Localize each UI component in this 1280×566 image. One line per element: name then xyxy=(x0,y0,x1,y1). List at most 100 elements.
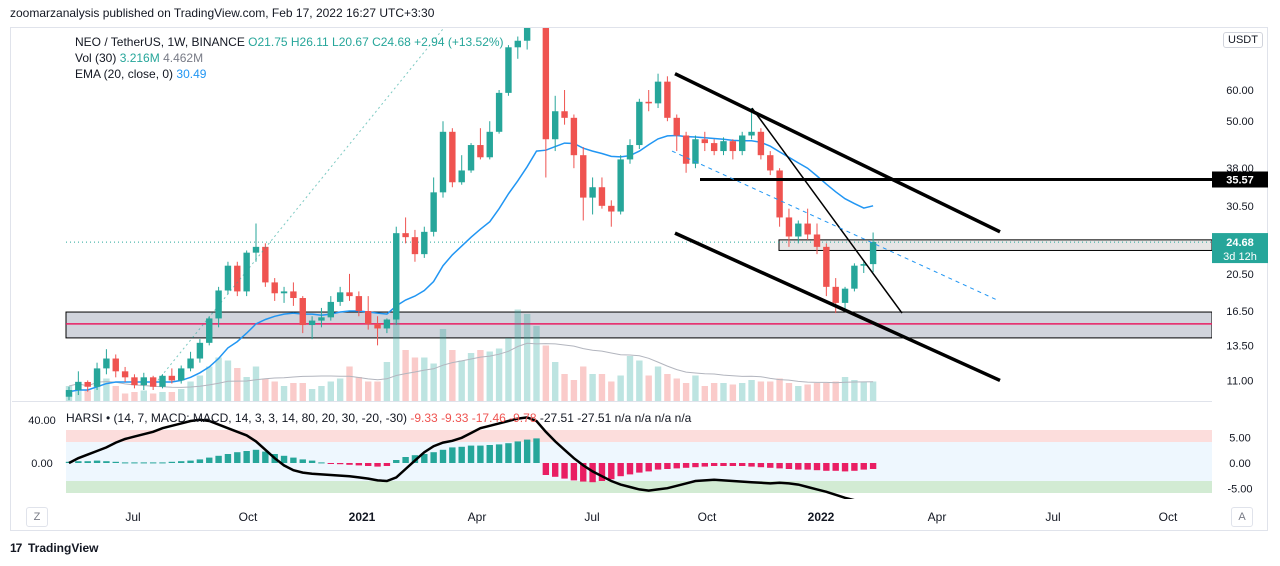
volume-bar xyxy=(243,377,250,401)
volume-bar xyxy=(514,309,521,401)
candle-body xyxy=(449,131,456,183)
resistance-zone xyxy=(778,239,1212,251)
candle xyxy=(514,36,521,59)
candle-body xyxy=(748,131,755,136)
harsi-bar xyxy=(533,438,540,463)
volume-bar xyxy=(869,381,877,401)
harsi-bar xyxy=(757,463,765,468)
candle-body xyxy=(336,292,344,302)
auto-scale-button[interactable]: A xyxy=(1231,507,1253,527)
candle-body xyxy=(804,223,811,235)
tradingview-footer[interactable]: 17 TradingView xyxy=(10,541,98,555)
candle xyxy=(271,278,278,301)
candle-body xyxy=(505,47,512,93)
harsi-bar xyxy=(617,463,624,477)
candle xyxy=(121,366,129,382)
candle xyxy=(767,151,774,176)
candle-body xyxy=(673,117,680,136)
volume-bar xyxy=(748,380,755,401)
candle-body xyxy=(720,141,727,152)
candle-body xyxy=(365,311,372,324)
candle xyxy=(598,177,606,209)
harsi-bar xyxy=(486,445,493,463)
candle-body xyxy=(692,139,699,164)
currency-button[interactable]: USDT xyxy=(1223,32,1263,48)
volume-bar xyxy=(318,386,325,401)
candle-body xyxy=(645,101,652,104)
harsi-bar xyxy=(495,444,503,463)
candle xyxy=(645,90,652,112)
harsi-bar xyxy=(243,451,250,463)
volume-ma-line xyxy=(68,342,874,388)
candle-body xyxy=(290,291,297,299)
harsi-tick-label: 0.00 xyxy=(1229,458,1250,470)
candle-body xyxy=(589,187,596,198)
price-tick-label: 50.00 xyxy=(1226,116,1254,128)
price-badge xyxy=(1212,233,1268,264)
harsi-bar xyxy=(458,446,465,463)
symbol-label[interactable]: NEO / TetherUS, 1W, BINANCE xyxy=(75,35,245,49)
candle-body xyxy=(308,320,316,326)
candle xyxy=(617,155,624,215)
candle-body xyxy=(626,145,634,160)
candle xyxy=(421,226,428,258)
candle xyxy=(178,365,185,384)
candle xyxy=(393,226,400,326)
channel-lower-line xyxy=(674,231,1001,383)
harsi-bar xyxy=(673,463,680,469)
volume-bar xyxy=(458,360,465,401)
candle-body xyxy=(159,375,166,387)
time-tick-label: Jul xyxy=(584,510,599,524)
log-scale-button-left[interactable]: Z xyxy=(26,507,48,527)
volume-value: 3.216M xyxy=(119,51,160,65)
candle xyxy=(103,349,110,375)
harsi-label[interactable]: HARSI • (14, 7, MACD: MACD, 14, 3, 3, 14… xyxy=(66,411,408,425)
harsi-value-4: -9.78 xyxy=(509,411,537,425)
harsi-bar xyxy=(393,460,400,463)
volume-bar xyxy=(280,386,288,401)
harsi-bar xyxy=(860,463,867,470)
volume-bar xyxy=(701,386,708,401)
volume-bar xyxy=(449,350,456,401)
volume-bar xyxy=(598,374,606,401)
candle xyxy=(776,168,783,227)
chart-frame xyxy=(10,27,1268,531)
harsi-bar xyxy=(196,459,204,463)
candle xyxy=(804,208,811,240)
volume-bar xyxy=(327,381,334,401)
candle-body xyxy=(178,368,185,381)
candle-body xyxy=(832,286,839,303)
candle-body xyxy=(252,246,260,253)
harsi-bar xyxy=(664,463,671,469)
candle-body xyxy=(93,368,101,387)
candle xyxy=(860,261,867,274)
candle xyxy=(299,296,306,334)
candle-body xyxy=(262,246,269,283)
overbought-band xyxy=(66,430,1212,442)
candle xyxy=(402,217,409,244)
ema-label[interactable]: EMA (20, close, 0) xyxy=(75,67,174,81)
harsi-value-2: -9.33 xyxy=(441,411,469,425)
volume-label[interactable]: Vol (30) xyxy=(75,51,117,65)
harsi-bar xyxy=(383,463,391,466)
candle xyxy=(365,296,372,330)
candle xyxy=(841,286,849,311)
volume-bar xyxy=(112,386,119,401)
harsi-bar xyxy=(477,445,484,463)
candle xyxy=(234,261,241,297)
volume-bar xyxy=(393,317,400,401)
oversold-band xyxy=(66,481,1212,493)
candle xyxy=(739,131,746,156)
volume-bar xyxy=(495,348,503,401)
time-tick-label: Oct xyxy=(698,510,717,524)
harsi-bar xyxy=(654,463,662,470)
volume-bar xyxy=(645,375,652,401)
volume-bar xyxy=(402,350,409,401)
candle-body xyxy=(383,319,391,329)
candle xyxy=(449,128,456,188)
harsi-bar xyxy=(252,449,260,463)
harsi-value-1: -9.33 xyxy=(410,411,438,425)
candle-body xyxy=(393,233,400,320)
volume-bar xyxy=(589,374,596,401)
